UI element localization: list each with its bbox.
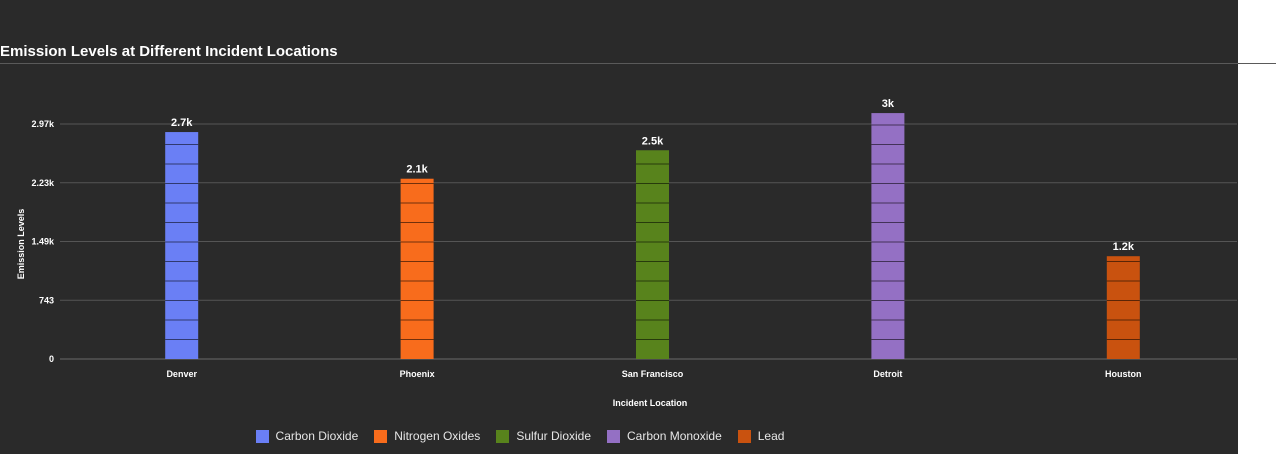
legend-item[interactable]: Carbon Dioxide [255, 429, 359, 443]
chart-title: Emission Levels at Different Incident Lo… [0, 43, 338, 60]
y-axis-ticks: 0 743 1.49k 2.23k 2.97k [31, 119, 55, 364]
x-tick-label: San Francisco [622, 369, 684, 379]
y-axis-label: Emission Levels [16, 209, 26, 280]
y-tick-label: 743 [39, 295, 54, 305]
legend-item[interactable]: Carbon Monoxide [607, 429, 722, 443]
x-tick-label: Houston [1105, 369, 1142, 379]
legend-swatch [607, 429, 621, 443]
bars: 2.7k 2.1k 2.5k 3k 1.2k [165, 98, 1140, 359]
bar-san-francisco[interactable]: 2.5k [636, 135, 669, 359]
legend-label: Carbon Monoxide [627, 429, 722, 443]
legend: Carbon Dioxide Nitrogen Oxides Sulfur Diox… [0, 429, 1040, 443]
data-label: 2.1k [406, 164, 428, 176]
y-tick-label: 0 [49, 354, 54, 364]
data-label: 3k [882, 98, 895, 110]
bar[interactable] [636, 150, 669, 359]
bar[interactable] [165, 132, 199, 359]
legend-swatch [496, 429, 510, 443]
y-tick-label: 2.97k [31, 119, 55, 129]
legend-swatch [255, 429, 269, 443]
legend-item[interactable]: Lead [737, 429, 785, 443]
legend-item[interactable]: Nitrogen Oxides [374, 429, 480, 443]
legend-label: Carbon Dioxide [275, 429, 359, 443]
x-tick-label: Denver [166, 369, 197, 379]
bar-houston[interactable]: 1.2k [1106, 241, 1140, 359]
bar[interactable] [1106, 256, 1140, 359]
data-label: 2.7k [171, 117, 193, 129]
y-tick-label: 2.23k [31, 178, 55, 188]
data-label: 1.2k [1113, 241, 1135, 253]
legend-label: Lead [757, 429, 785, 443]
legend-item[interactable]: Sulfur Dioxide [496, 429, 591, 443]
x-axis-label: Incident Location [613, 398, 688, 408]
y-tick-label: 1.49k [31, 237, 55, 247]
bar-detroit[interactable]: 3k [871, 98, 905, 359]
legend-swatch [737, 429, 751, 443]
title-divider [0, 63, 1276, 64]
chart-panel [0, 0, 1238, 454]
x-tick-label: Phoenix [400, 369, 435, 379]
x-tick-label: Detroit [873, 369, 902, 379]
data-label: 2.5k [642, 135, 664, 147]
bar[interactable] [871, 113, 905, 359]
bar-denver[interactable]: 2.7k [165, 117, 199, 359]
legend-swatch [374, 429, 388, 443]
legend-label: Nitrogen Oxides [394, 429, 481, 443]
legend-label: Sulfur Dioxide [516, 429, 592, 443]
bar-phoenix[interactable]: 2.1k [400, 164, 434, 359]
bar-chart: 0 743 1.49k 2.23k 2.97k 2.7k 2.1k 2.5k 3k 1.2k D… [16, 98, 1237, 408]
bar[interactable] [400, 178, 434, 359]
x-axis-ticks: Denver Phoenix San Francisco Detroit Houston [166, 369, 1141, 379]
